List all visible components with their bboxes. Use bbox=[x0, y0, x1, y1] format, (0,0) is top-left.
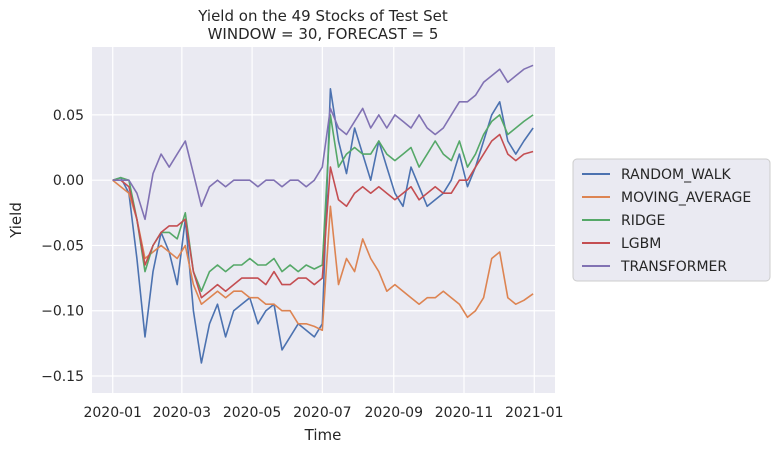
series-line-moving-average bbox=[112, 179, 534, 332]
y-axis-label: Yield bbox=[7, 202, 25, 239]
x-tick-label: 2020-09 bbox=[365, 405, 424, 421]
series-line-transformer bbox=[112, 64, 534, 221]
legend-label: MOVING_AVERAGE bbox=[621, 190, 751, 206]
y-tick-label: 0.00 bbox=[53, 173, 84, 189]
legend-label: RANDOM_WALK bbox=[621, 167, 732, 183]
legend-box bbox=[572, 158, 771, 282]
grid-lines bbox=[92, 47, 555, 393]
x-tick-label: 2020-07 bbox=[293, 405, 352, 421]
chart-subtitle: WINDOW = 30, FORECAST = 5 bbox=[208, 25, 439, 43]
y-tick-label: −0.15 bbox=[41, 369, 84, 385]
x-tick-label: 2020-11 bbox=[435, 405, 494, 421]
x-tick-label: 2020-05 bbox=[223, 405, 282, 421]
legend-label: RIDGE bbox=[621, 213, 665, 229]
y-tick-label: −0.10 bbox=[41, 304, 84, 320]
x-tick-labels: 2020-01 2020-03 2020-05 2020-07 2020-09 2020-… bbox=[83, 405, 563, 421]
legend-label: LGBM bbox=[621, 236, 661, 252]
x-tick-label: 2020-03 bbox=[153, 405, 212, 421]
y-tick-label: −0.05 bbox=[41, 238, 84, 254]
series-line-lgbm bbox=[112, 133, 534, 299]
legend-label: TRANSFORMER bbox=[620, 259, 727, 275]
series-lines bbox=[112, 64, 534, 364]
y-tick-labels: 0.05 0.00 −0.05 −0.10 −0.15 bbox=[41, 108, 84, 385]
x-axis-label: Time bbox=[304, 426, 342, 444]
y-tick-label: 0.05 bbox=[53, 108, 84, 124]
legend: RANDOM_WALK MOVING_AVERAGE RIDGE LGBM TRANSF… bbox=[572, 158, 771, 282]
x-tick-label: 2020-01 bbox=[83, 405, 142, 421]
x-tick-label: 2021-01 bbox=[505, 405, 564, 421]
plot-area bbox=[92, 47, 555, 393]
chart-title: Yield on the 49 Stocks of Test Set bbox=[197, 7, 448, 25]
